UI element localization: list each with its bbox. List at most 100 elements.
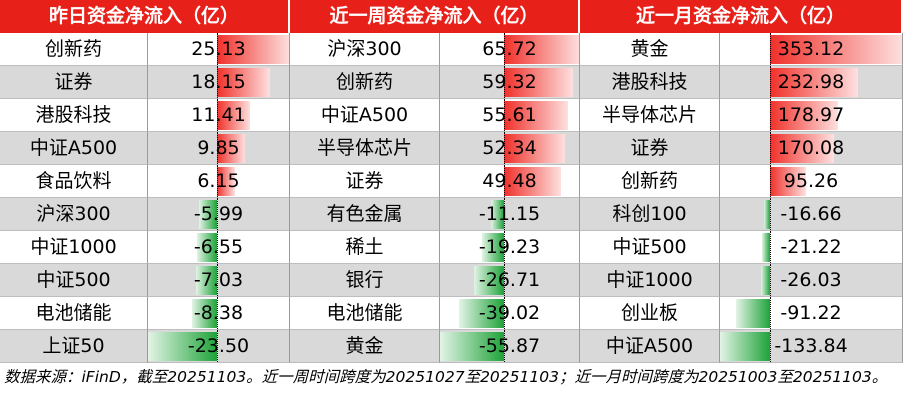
data-bar [199, 200, 217, 229]
zero-axis [504, 198, 506, 230]
value-cell: -16.66 [720, 198, 903, 231]
name-cell: 创新药 [580, 165, 720, 198]
value-cell: -55.87 [440, 330, 580, 363]
value-label: -11.15 [478, 203, 541, 225]
zero-axis [216, 33, 218, 65]
data-bar [770, 101, 838, 130]
zero-axis [216, 297, 218, 329]
value-cell: -91.22 [720, 297, 903, 330]
table-group: 近一周资金净流入（亿） 沪深300 65.72 创新药 59.32 中证A500 55.61… [290, 0, 580, 363]
value-label: 11.41 [191, 104, 246, 126]
value-label: 9.85 [197, 137, 240, 159]
value-label: 59.32 [482, 71, 537, 93]
value-cell: -26.71 [440, 264, 580, 297]
data-bar [482, 233, 505, 262]
data-bar [770, 167, 807, 196]
value-label: 25.13 [191, 38, 246, 60]
name-cell: 中证1000 [580, 264, 720, 297]
value-cell: -11.15 [440, 198, 580, 231]
value-cell: 52.34 [440, 132, 580, 165]
value-cell: 6.15 [148, 165, 290, 198]
value-cell: -26.03 [720, 264, 903, 297]
name-cell: 证券 [0, 66, 148, 99]
data-bar [192, 299, 217, 328]
value-label: 49.48 [482, 170, 537, 192]
value-label: 178.97 [777, 104, 845, 126]
value-label: 232.98 [777, 71, 845, 93]
value-cell: 353.12 [720, 33, 903, 66]
table-group: 近一月资金净流入（亿） 黄金 353.12 港股科技 232.98 半导体芯片 178.97… [580, 0, 903, 363]
value-label: -39.02 [478, 302, 541, 324]
value-label: -6.55 [193, 236, 244, 258]
data-bar [440, 332, 505, 361]
name-cell: 电池储能 [0, 297, 148, 330]
value-label: -23.50 [187, 335, 250, 357]
zero-axis [216, 132, 218, 164]
data-bar [770, 68, 858, 97]
zero-axis [216, 99, 218, 131]
value-cell: -7.03 [148, 264, 290, 297]
data-bar [504, 101, 569, 130]
name-cell: 创新药 [0, 33, 148, 66]
name-cell: 中证A500 [580, 330, 720, 363]
value-label: 353.12 [777, 38, 845, 60]
data-bar [770, 134, 835, 163]
zero-axis [504, 297, 506, 329]
name-cell: 中证500 [0, 264, 148, 297]
data-bar [504, 134, 565, 163]
data-bar [504, 167, 562, 196]
value-label: -26.03 [780, 269, 842, 291]
value-cell: 170.08 [720, 132, 903, 165]
value-cell: 25.13 [148, 33, 290, 66]
value-cell: 95.26 [720, 165, 903, 198]
value-cell: 59.32 [440, 66, 580, 99]
data-bar [491, 200, 505, 229]
data-bar [216, 167, 235, 196]
zero-axis [504, 330, 506, 362]
name-cell: 有色金属 [290, 198, 440, 231]
header: 昨日资金净流入（亿） [0, 0, 290, 33]
zero-axis [770, 99, 772, 131]
data-bar [216, 68, 270, 97]
zero-axis [504, 132, 506, 164]
value-label: -21.22 [780, 236, 842, 258]
data-bar [473, 266, 505, 295]
data-bar [770, 35, 902, 64]
name-cell: 港股科技 [580, 66, 720, 99]
zero-axis [770, 264, 772, 296]
data-bar [196, 266, 217, 295]
data-bar [760, 266, 771, 295]
name-cell: 黄金 [580, 33, 720, 66]
value-cell: 18.15 [148, 66, 290, 99]
value-label: 6.15 [197, 170, 240, 192]
data-bar [764, 200, 771, 229]
name-cell: 中证500 [580, 231, 720, 264]
name-cell: 中证A500 [0, 132, 148, 165]
zero-axis [216, 198, 218, 230]
name-cell: 中证A500 [290, 99, 440, 132]
zero-axis [770, 132, 772, 164]
data-bar [762, 233, 771, 262]
value-label: -8.38 [193, 302, 244, 324]
value-cell: 65.72 [440, 33, 580, 66]
zero-axis [504, 33, 506, 65]
value-label: 55.61 [482, 104, 537, 126]
zero-axis [770, 66, 772, 98]
value-label: -133.84 [774, 335, 848, 357]
value-cell: -23.50 [148, 330, 290, 363]
data-bar [148, 332, 217, 361]
name-cell: 证券 [290, 165, 440, 198]
data-bar [216, 101, 250, 130]
value-cell: -39.02 [440, 297, 580, 330]
value-label: 170.08 [777, 137, 845, 159]
zero-axis [216, 264, 218, 296]
zero-axis [216, 231, 218, 263]
value-label: -19.23 [478, 236, 541, 258]
value-label: -26.71 [478, 269, 541, 291]
value-label: -16.66 [780, 203, 842, 225]
value-cell: -133.84 [720, 330, 903, 363]
name-cell: 创新药 [290, 66, 440, 99]
header: 近一月资金净流入（亿） [580, 0, 903, 33]
zero-axis [216, 66, 218, 98]
